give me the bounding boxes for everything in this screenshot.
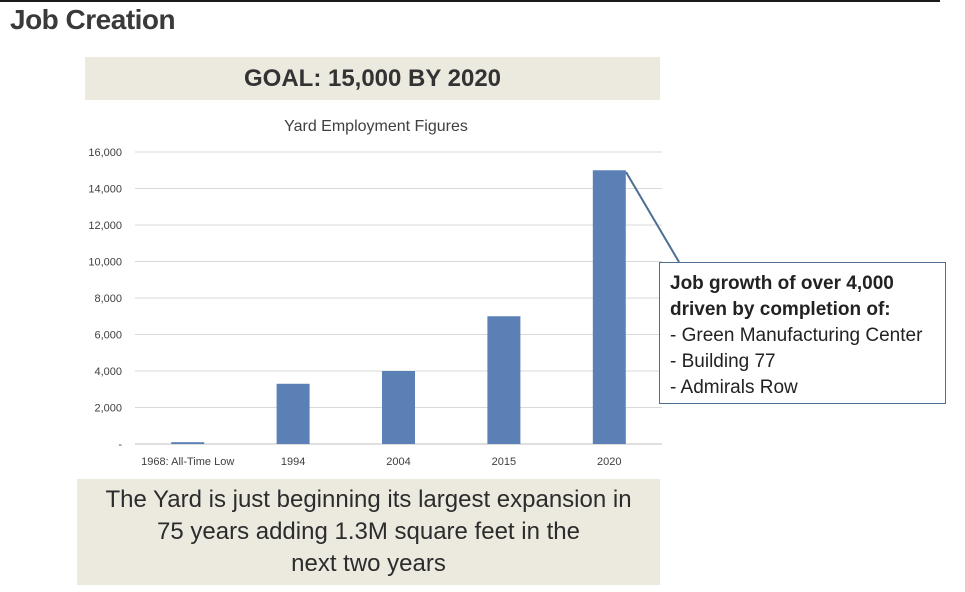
x-tick-label: 1968: All-Time Low bbox=[141, 456, 234, 468]
y-tick-label: 16,000 bbox=[88, 147, 122, 159]
callout-connector bbox=[625, 171, 680, 263]
callout-heading-line-1: Job growth of over 4,000 bbox=[670, 273, 894, 294]
x-tick-label: 1994 bbox=[281, 456, 305, 468]
page-title: Job Creation bbox=[10, 4, 176, 35]
x-tick-label: 2004 bbox=[386, 456, 410, 468]
callout-item: - Green Manufacturing Center bbox=[670, 325, 923, 346]
y-tick-label: 2,000 bbox=[94, 403, 122, 415]
callout-item: - Admirals Row bbox=[670, 377, 798, 398]
summary-line: 75 years adding 1.3M square feet in the bbox=[157, 518, 580, 545]
y-tick-label: - bbox=[118, 439, 122, 451]
y-tick-label: 12,000 bbox=[88, 220, 122, 232]
goal-banner: GOAL: 15,000 BY 2020 bbox=[85, 57, 660, 100]
bars bbox=[171, 170, 626, 444]
y-tick-label: 8,000 bbox=[94, 293, 122, 305]
y-axis-ticks: - 2,000 4,000 6,000 8,000 10,000 12,000 14,000 1… bbox=[88, 147, 122, 451]
callout-box: Job growth of over 4,000 driven by compl… bbox=[659, 262, 946, 404]
callout-heading-line-2: driven by completion of: bbox=[670, 299, 891, 320]
bar bbox=[276, 383, 310, 444]
bar bbox=[487, 316, 521, 444]
y-tick-label: 14,000 bbox=[88, 184, 122, 196]
x-axis-ticks: 1968: All-Time Low 1994 2004 2015 2020 bbox=[141, 456, 621, 468]
callout-item: - Building 77 bbox=[670, 351, 776, 372]
y-tick-label: 6,000 bbox=[94, 330, 122, 342]
summary-line: The Yard is just beginning its largest e… bbox=[105, 486, 632, 513]
y-tick-label: 10,000 bbox=[88, 257, 122, 269]
summary-box: The Yard is just beginning its largest e… bbox=[77, 479, 660, 585]
bar bbox=[592, 170, 626, 444]
bar bbox=[171, 442, 205, 444]
chart-title: Yard Employment Figures bbox=[284, 118, 468, 135]
top-rule bbox=[0, 0, 940, 2]
x-tick-label: 2020 bbox=[597, 456, 621, 468]
y-tick-label: 4,000 bbox=[94, 366, 122, 378]
x-tick-label: 2015 bbox=[492, 456, 516, 468]
summary-line: next two years bbox=[291, 550, 446, 577]
bar bbox=[382, 371, 415, 444]
